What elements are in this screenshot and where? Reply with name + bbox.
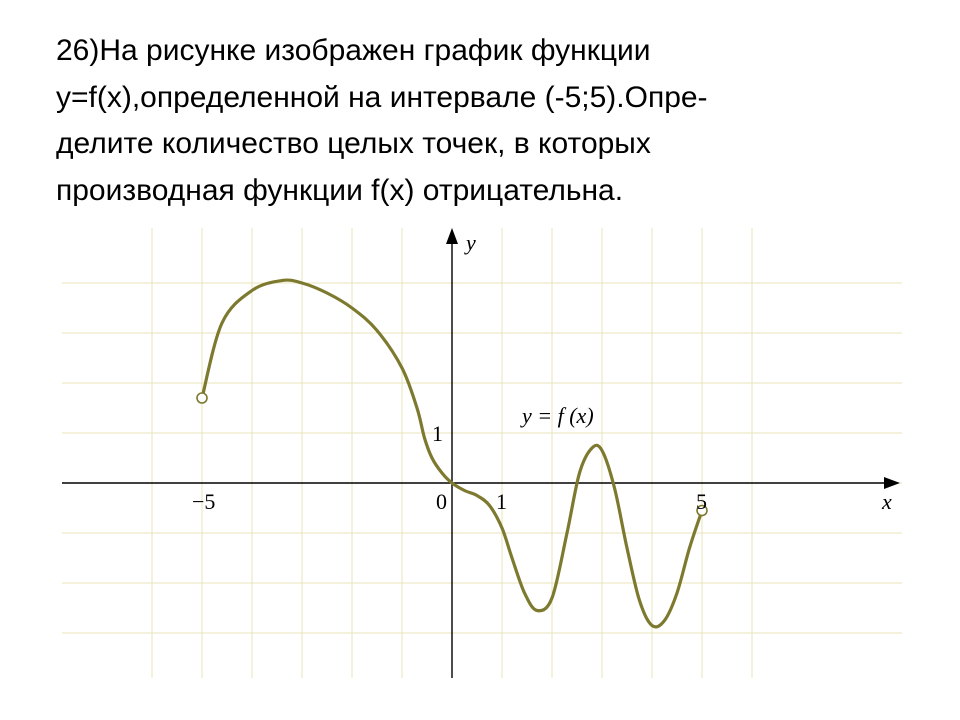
svg-text:0: 0 [436,489,447,514]
svg-text:5: 5 [696,489,707,514]
function-chart: 0 1 1 −5 5 x y y = f (x) [62,228,902,678]
svg-text:y = f (x): y = f (x) [520,403,594,428]
svg-text:1: 1 [496,489,507,514]
svg-text:y: y [464,230,476,255]
svg-text:−5: −5 [192,489,215,514]
problem-line-4: производная функции f(x) отрицательна. [56,168,920,215]
chart-container: 0 1 1 −5 5 x y y = f (x) [62,228,902,678]
problem-text: 26)На рисунке изображен график функции y… [56,28,920,214]
problem-line-1: 26)На рисунке изображен график функции [56,28,920,75]
svg-text:x: x [881,489,892,514]
problem-line-2: y=f(x),определенной на интервале (-5;5).… [56,75,920,122]
svg-text:1: 1 [432,421,443,446]
problem-line-3: делите количество целых точек, в которых [56,121,920,168]
